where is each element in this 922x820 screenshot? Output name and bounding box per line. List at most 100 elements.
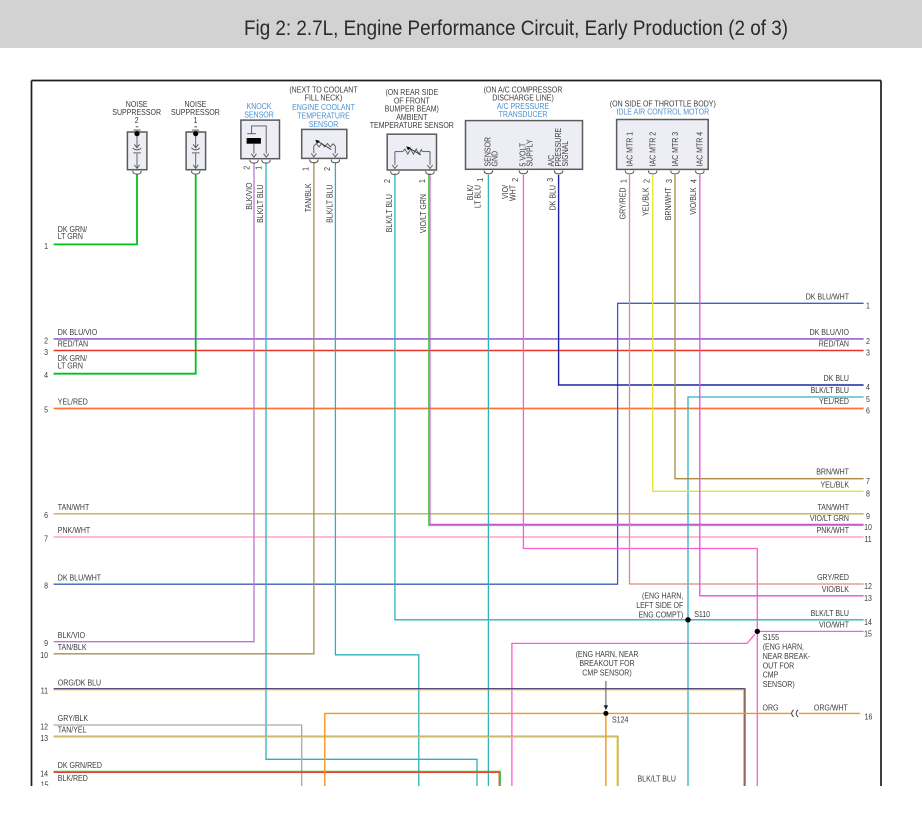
svg-text:BREAKOUT FOR: BREAKOUT FOR xyxy=(579,659,635,668)
svg-text:12: 12 xyxy=(40,722,48,731)
svg-text:2: 2 xyxy=(866,337,870,346)
svg-text:GRY/RED: GRY/RED xyxy=(619,187,628,219)
svg-text:DK BLU: DK BLU xyxy=(824,374,850,383)
svg-text:DK BLU/VIO: DK BLU/VIO xyxy=(810,328,849,337)
svg-text:15: 15 xyxy=(41,781,49,790)
svg-text:RED/TAN: RED/TAN xyxy=(819,340,849,349)
svg-text:BLK/VIO: BLK/VIO xyxy=(245,183,254,210)
svg-text:YEL/BLK: YEL/BLK xyxy=(821,480,850,489)
svg-text:A/C: A/C xyxy=(547,154,556,166)
svg-text:4: 4 xyxy=(690,179,699,183)
svg-text:7: 7 xyxy=(44,534,48,543)
svg-text:SENSOR: SENSOR xyxy=(309,120,339,129)
svg-text:BLK/: BLK/ xyxy=(466,184,475,200)
svg-text:IAC MTR 4: IAC MTR 4 xyxy=(696,131,705,166)
svg-text:DK GRN/: DK GRN/ xyxy=(58,225,88,234)
svg-text:TAN/YEL: TAN/YEL xyxy=(58,726,87,735)
svg-text:IAC MTR 3: IAC MTR 3 xyxy=(671,132,680,167)
svg-text:1: 1 xyxy=(418,179,427,183)
svg-text:9: 9 xyxy=(44,639,48,648)
svg-text:10: 10 xyxy=(864,523,872,532)
svg-text:2: 2 xyxy=(44,336,48,345)
svg-text:14: 14 xyxy=(864,618,872,627)
svg-text:14: 14 xyxy=(40,769,48,778)
svg-text:SENSOR: SENSOR xyxy=(483,137,492,167)
svg-text:SUPPRESSOR: SUPPRESSOR xyxy=(171,108,220,117)
svg-text:TEMPERATURE SENSOR: TEMPERATURE SENSOR xyxy=(370,121,454,130)
svg-text:WHT: WHT xyxy=(509,185,518,201)
svg-text:1: 1 xyxy=(866,302,870,311)
svg-text:(ON REAR SIDE: (ON REAR SIDE xyxy=(385,88,438,97)
svg-text:2: 2 xyxy=(242,166,251,170)
svg-text:DK BLU/VIO: DK BLU/VIO xyxy=(58,328,97,337)
svg-text:3: 3 xyxy=(866,349,870,358)
svg-text:5: 5 xyxy=(44,406,48,415)
svg-text:TEMPERATURE: TEMPERATURE xyxy=(297,112,350,121)
svg-text:A/C PRESSURE: A/C PRESSURE xyxy=(497,102,549,111)
svg-text:PNK/WHT: PNK/WHT xyxy=(817,526,850,535)
svg-text:(ON SIDE OF THROTTLE BODY): (ON SIDE OF THROTTLE BODY) xyxy=(610,100,716,109)
svg-text:GRY/RED: GRY/RED xyxy=(817,573,849,582)
svg-text:1: 1 xyxy=(44,242,48,251)
svg-text:CMP: CMP xyxy=(763,671,779,680)
svg-text:TAN/BLK: TAN/BLK xyxy=(58,643,87,652)
svg-text:ENG COMPT): ENG COMPT) xyxy=(639,610,684,619)
svg-text:LT GRN: LT GRN xyxy=(58,232,83,241)
svg-text:11: 11 xyxy=(864,535,871,544)
svg-text:VIO/: VIO/ xyxy=(501,184,510,199)
svg-text:2: 2 xyxy=(323,167,332,171)
svg-text:ORG/DK BLU: ORG/DK BLU xyxy=(58,678,102,687)
svg-text:9: 9 xyxy=(866,512,870,521)
svg-text:(ENG HARN,: (ENG HARN, xyxy=(763,643,804,652)
svg-text:2: 2 xyxy=(135,116,139,125)
svg-text:6: 6 xyxy=(44,511,48,520)
svg-text:GND: GND xyxy=(490,151,499,167)
svg-text:10: 10 xyxy=(40,651,48,660)
svg-text:3: 3 xyxy=(546,178,555,182)
svg-text:BLK/LT BLU: BLK/LT BLU xyxy=(638,775,677,784)
svg-text:ORG/WHT: ORG/WHT xyxy=(814,703,848,712)
svg-text:PRESSURE: PRESSURE xyxy=(554,128,563,167)
svg-text:TAN/WHT: TAN/WHT xyxy=(58,503,90,512)
svg-text:S110: S110 xyxy=(694,610,710,619)
svg-text:LT BLU: LT BLU xyxy=(474,185,483,208)
svg-text:VIO/LT GRN: VIO/LT GRN xyxy=(810,514,849,523)
svg-text:3: 3 xyxy=(665,179,674,183)
svg-text:CMP SENSOR): CMP SENSOR) xyxy=(582,669,632,678)
svg-text:1: 1 xyxy=(302,167,311,171)
svg-text:SIGNAL: SIGNAL xyxy=(561,140,570,166)
svg-text:ORG: ORG xyxy=(763,703,779,712)
svg-text:VIO/BLK: VIO/BLK xyxy=(689,187,698,215)
svg-text:5 VOLT: 5 VOLT xyxy=(518,143,527,167)
svg-text:PNK/WHT: PNK/WHT xyxy=(58,526,91,535)
svg-text:1: 1 xyxy=(619,179,628,183)
svg-text:TAN/BLK: TAN/BLK xyxy=(304,183,313,212)
svg-text:S124: S124 xyxy=(612,716,629,725)
svg-text:DISCHARGE LINE): DISCHARGE LINE) xyxy=(492,94,554,103)
svg-text:11: 11 xyxy=(41,687,48,696)
svg-text:DK GRN/RED: DK GRN/RED xyxy=(58,761,102,770)
svg-text:(NEXT TO COOLANT: (NEXT TO COOLANT xyxy=(289,85,358,94)
svg-text:1: 1 xyxy=(476,178,485,182)
svg-text:2: 2 xyxy=(643,179,652,183)
svg-text:NOISE: NOISE xyxy=(185,100,207,109)
svg-text:DK BLU: DK BLU xyxy=(549,185,558,211)
svg-text:DK GRN/: DK GRN/ xyxy=(58,354,88,363)
svg-text:BLK/LT BLU: BLK/LT BLU xyxy=(256,184,265,223)
svg-text:SENSOR: SENSOR xyxy=(244,111,274,120)
svg-text:YEL/RED: YEL/RED xyxy=(58,397,88,406)
svg-text:BLK/RED: BLK/RED xyxy=(58,774,88,783)
svg-text:BUMPER BEAM): BUMPER BEAM) xyxy=(385,105,440,114)
svg-text:IAC MTR 2: IAC MTR 2 xyxy=(649,132,658,167)
svg-text:BLK/VIO: BLK/VIO xyxy=(58,631,85,640)
svg-text:3: 3 xyxy=(44,348,48,357)
svg-text:2: 2 xyxy=(511,178,520,182)
svg-text:NOISE: NOISE xyxy=(126,100,148,109)
svg-text:13: 13 xyxy=(40,734,48,743)
svg-text:TRANSDUCER: TRANSDUCER xyxy=(499,110,548,119)
svg-text:VIO/WHT: VIO/WHT xyxy=(819,620,849,629)
svg-text:YEL/RED: YEL/RED xyxy=(819,397,849,406)
svg-text:6: 6 xyxy=(866,406,870,415)
svg-text:DK BLU/WHT: DK BLU/WHT xyxy=(58,573,102,582)
svg-text:NEAR BREAK-: NEAR BREAK- xyxy=(763,652,811,661)
